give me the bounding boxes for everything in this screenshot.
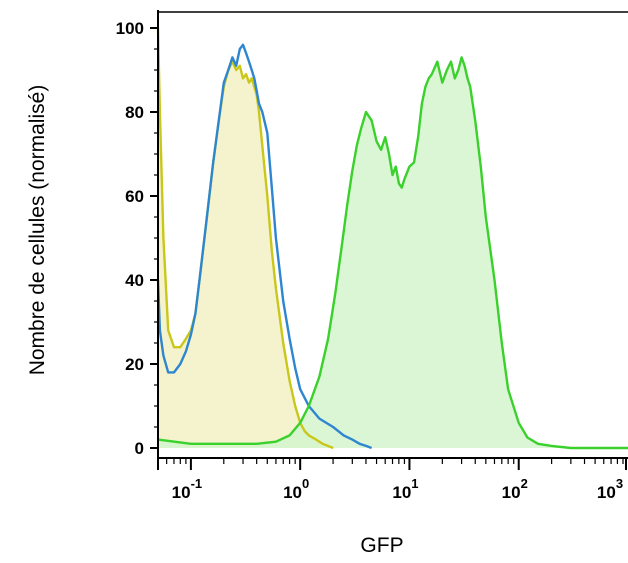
x-tick-label: 103 [597, 476, 623, 502]
y-tick-label: 20 [125, 355, 144, 374]
y-tick-label: 60 [125, 187, 144, 206]
y-tick-label: 40 [125, 271, 144, 290]
series-layer [156, 27, 628, 450]
y-tick-label: 100 [116, 19, 144, 38]
x-tick-label: 101 [392, 476, 418, 502]
labels-layer: 0 20 40 60 80 100 10-1 100 101 102 103 [116, 19, 623, 502]
series-1-line [156, 27, 334, 450]
y-axis-title: Nombre de cellules (normalisé) [26, 85, 49, 376]
series-3-fill [158, 57, 628, 449]
axes-layer [150, 10, 628, 470]
series-2-line [156, 43, 373, 450]
x-tick-label: 102 [502, 476, 528, 502]
y-tick-label: 0 [135, 439, 144, 458]
series-3-line [157, 56, 628, 450]
x-axis-title: GFP [360, 534, 403, 557]
x-tick-label: 10-1 [172, 476, 202, 502]
series-1-fill [158, 28, 334, 448]
y-tick-label: 80 [125, 103, 144, 122]
x-tick-label: 100 [283, 476, 309, 502]
